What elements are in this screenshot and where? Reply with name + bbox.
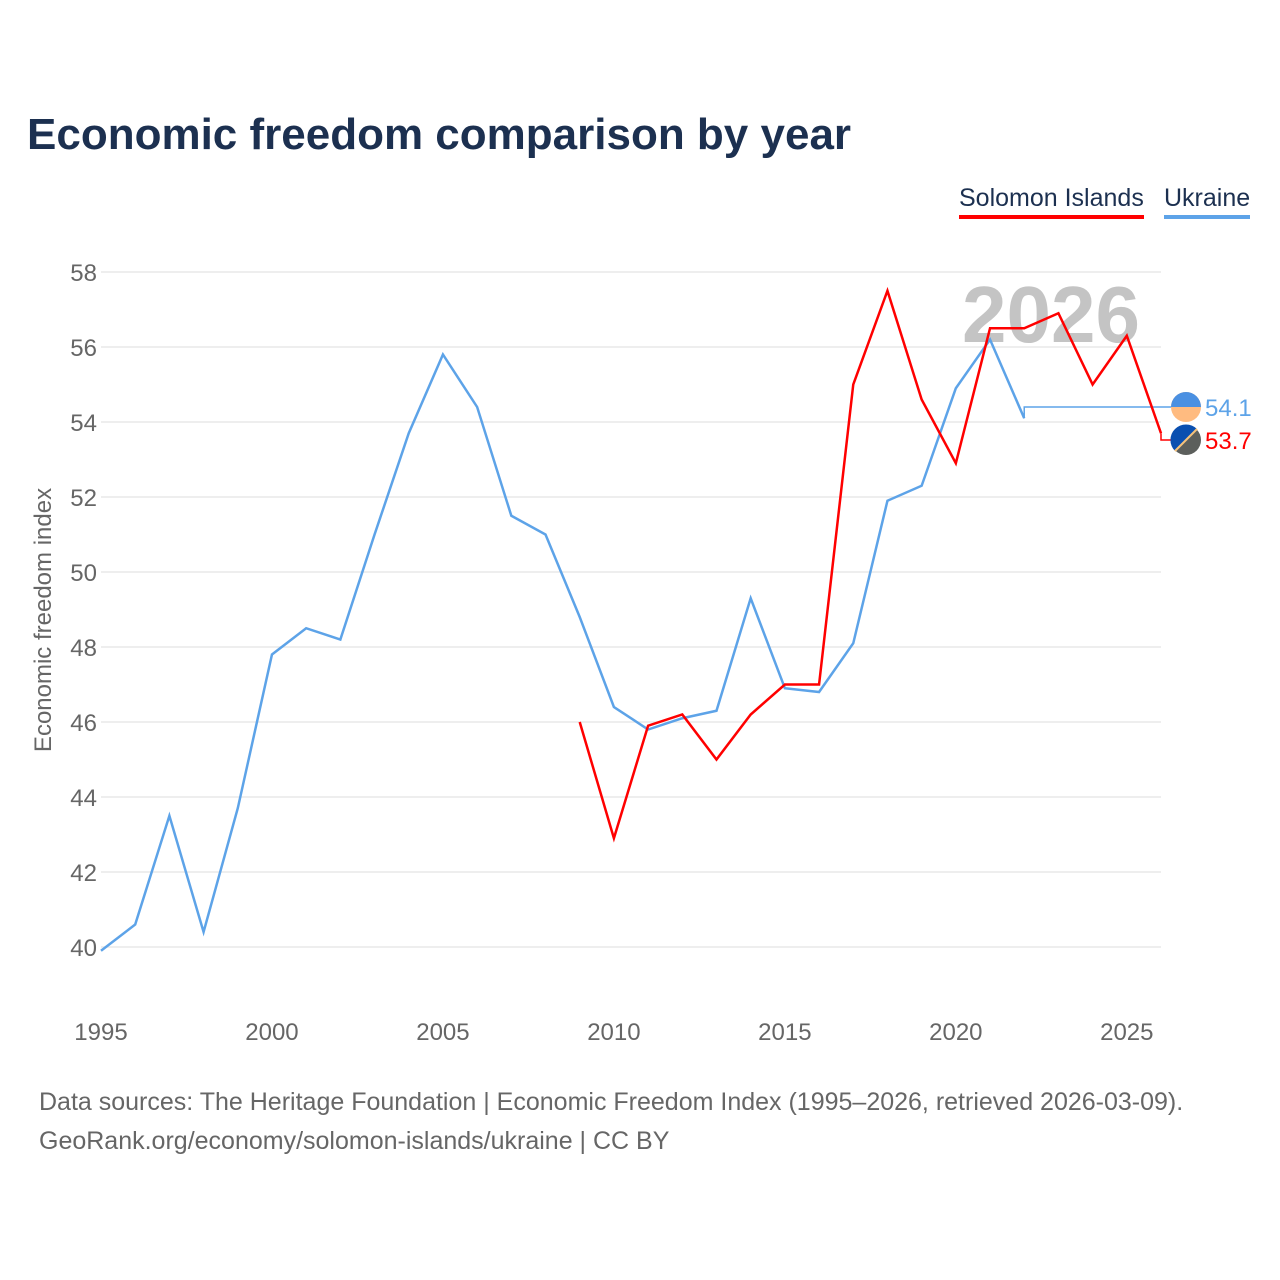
x-tick-label: 2005 [416, 1019, 469, 1046]
data-point [1090, 382, 1096, 388]
data-point [337, 637, 343, 643]
data-point [987, 325, 993, 331]
data-point [611, 835, 617, 841]
data-point [748, 595, 754, 601]
flag-ukraine-icon-top [1171, 392, 1201, 407]
end-connector [1023, 406, 1172, 419]
year-watermark: 2026 [962, 270, 1140, 359]
data-point [953, 460, 959, 466]
data-point [713, 757, 719, 763]
data-point [303, 625, 309, 631]
data-point [816, 689, 822, 695]
series-line-solomon-islands [578, 286, 1163, 843]
data-point [508, 513, 514, 519]
series-line-ukraine [100, 336, 1026, 952]
x-tick-label: 2000 [245, 1019, 298, 1046]
y-tick-label: 54 [70, 410, 97, 437]
data-point [98, 948, 104, 954]
data-point [884, 288, 890, 294]
y-tick-label: 52 [70, 485, 97, 512]
data-point [816, 682, 822, 688]
data-point [577, 614, 583, 620]
data-point [132, 922, 138, 928]
data-point [577, 719, 583, 725]
x-tick-label: 2015 [758, 1019, 811, 1046]
data-point [850, 640, 856, 646]
x-tick-label: 2025 [1100, 1019, 1153, 1046]
data-point [235, 805, 241, 811]
end-connector [1160, 433, 1172, 441]
data-point [406, 430, 412, 436]
y-axis-label: Economic freedom index [30, 488, 57, 752]
footer-sources: Data sources: The Heritage Foundation | … [39, 1088, 1184, 1116]
data-point [782, 682, 788, 688]
y-tick-label: 44 [70, 785, 97, 812]
data-point [748, 712, 754, 718]
legend-solomon-islands[interactable]: Solomon Islands [959, 184, 1144, 219]
data-point [919, 397, 925, 403]
data-point [543, 532, 549, 538]
flag-solomon-islands-icon-stripe [1174, 428, 1198, 452]
data-point [953, 385, 959, 391]
data-point [1124, 333, 1130, 339]
data-point [166, 813, 172, 819]
y-tick-label: 50 [70, 560, 97, 587]
y-tick-label: 48 [70, 635, 97, 662]
data-point [713, 708, 719, 714]
end-value-label: 54.1 [1205, 395, 1252, 422]
footer-link[interactable]: GeoRank.org/economy/solomon-islands/ukra… [39, 1127, 670, 1155]
x-tick-label: 2010 [587, 1019, 640, 1046]
data-point [372, 532, 378, 538]
x-tick-label: 2020 [929, 1019, 982, 1046]
chart-title: Economic freedom comparison by year [27, 110, 852, 159]
y-tick-label: 58 [70, 260, 97, 287]
end-value-label: 53.7 [1205, 428, 1252, 455]
y-tick-label: 56 [70, 335, 97, 362]
legend-ukraine[interactable]: Ukraine [1164, 184, 1251, 219]
data-point [474, 404, 480, 410]
data-point [1021, 325, 1027, 331]
data-point [440, 352, 446, 358]
data-point [1055, 310, 1061, 316]
data-point [679, 712, 685, 718]
x-tick-label: 1995 [74, 1019, 127, 1046]
data-point [919, 483, 925, 489]
y-tick-label: 46 [70, 710, 97, 737]
data-point [611, 704, 617, 710]
data-point [269, 652, 275, 658]
data-point [884, 498, 890, 504]
data-point [201, 929, 207, 935]
data-point [850, 382, 856, 388]
y-tick-label: 42 [70, 860, 97, 887]
data-point [645, 723, 651, 729]
flag-solomon-islands-icon-blue [1170, 424, 1197, 451]
y-tick-label: 40 [70, 935, 97, 962]
